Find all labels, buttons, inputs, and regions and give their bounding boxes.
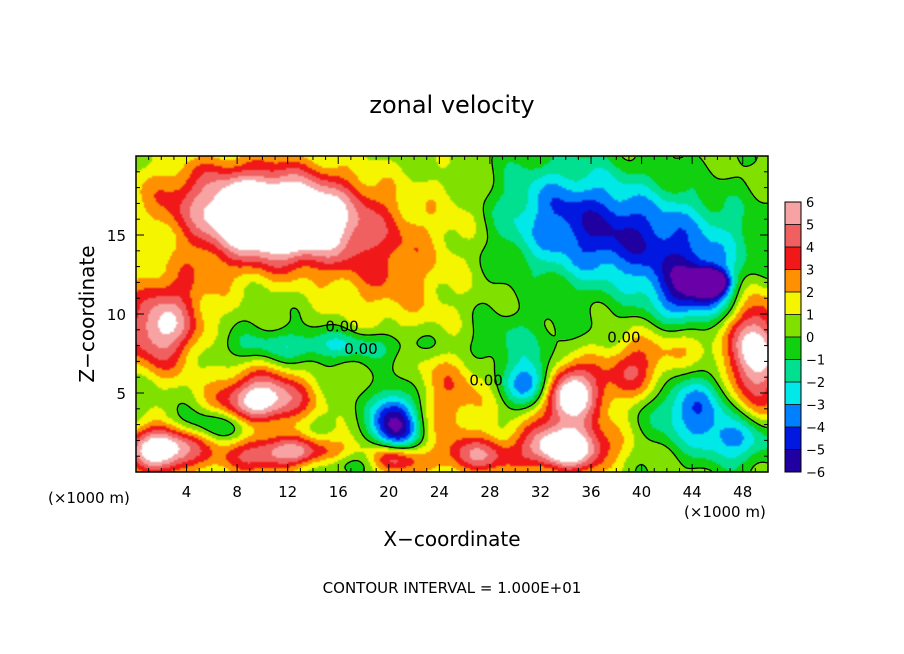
colorbar-label: 1 xyxy=(806,309,814,324)
x-tick-label: 40 xyxy=(632,483,651,501)
colorbar-band xyxy=(785,427,801,450)
x-tick-label: 16 xyxy=(329,483,348,501)
colorbar-label: −3 xyxy=(806,399,825,414)
colorbar-band xyxy=(785,202,801,225)
colorbar-band xyxy=(785,359,801,383)
colorbar-band xyxy=(785,449,801,473)
colorbar-band xyxy=(785,269,801,293)
x-tick-label: 20 xyxy=(379,483,398,501)
x-axis: 4 8 12 16 20 24 28 32 36 40 44 48 xyxy=(148,156,756,501)
y-tick-label: 15 xyxy=(107,227,126,245)
contour-label: 0.00 xyxy=(607,329,640,347)
contour-label: 0.00 xyxy=(325,318,358,336)
colorbar-label: 5 xyxy=(806,219,814,234)
colorbar-label: −6 xyxy=(806,466,825,481)
colorbar-band xyxy=(785,382,801,405)
chart-title: zonal velocity xyxy=(369,91,534,119)
colorbar-label: 0 xyxy=(806,331,814,346)
colorbar-label: −2 xyxy=(806,376,825,391)
colorbar-label: 3 xyxy=(806,264,814,279)
x-tick-label: 8 xyxy=(232,483,242,501)
x-unit-label-left: (×1000 m) xyxy=(48,489,130,507)
colorbar-band xyxy=(785,224,801,248)
contour-labels: 0.00 0.00 0.00 0.00 xyxy=(325,318,640,390)
contour-label: 0.00 xyxy=(344,340,377,358)
x-axis-label: X−coordinate xyxy=(383,527,520,551)
x-tick-label: 48 xyxy=(733,483,752,501)
x-tick-label: 44 xyxy=(683,483,702,501)
colorbar-band xyxy=(785,292,801,315)
x-unit-label-right: (×1000 m) xyxy=(684,503,766,521)
colorbar-label: −5 xyxy=(806,444,825,459)
y-axis: 5 10 15 xyxy=(107,171,768,457)
heatmap-field xyxy=(136,156,768,472)
x-tick-label: 12 xyxy=(278,483,297,501)
colorbar-label: 4 xyxy=(806,241,814,256)
zero-contour-line xyxy=(176,156,768,472)
colorbar-label: −4 xyxy=(806,421,825,436)
y-tick-label: 10 xyxy=(107,306,126,324)
x-tick-label: 28 xyxy=(480,483,499,501)
colorbar-band xyxy=(785,314,801,338)
x-tick-label: 36 xyxy=(581,483,600,501)
x-tick-label: 32 xyxy=(531,483,550,501)
y-axis-label: Z−coordinate xyxy=(75,245,99,382)
colorbar-band xyxy=(785,247,801,270)
contour-interval-note: CONTOUR INTERVAL = 1.000E+01 xyxy=(323,579,582,597)
contour-lines xyxy=(176,156,768,472)
y-tick-label: 5 xyxy=(116,385,126,403)
colorbar-band xyxy=(785,404,801,428)
colorbar-label: −1 xyxy=(806,354,825,369)
colorbar-label: 2 xyxy=(806,286,814,301)
heatmap-area: 0.00 0.00 0.00 0.00 xyxy=(136,156,768,472)
colorbar-label: 6 xyxy=(806,196,814,211)
colorbar-band xyxy=(785,337,801,360)
colorbar: 6 5 4 3 2 1 0 −1 −2 −3 −4 −5 −6 xyxy=(784,196,825,481)
contour-label: 0.00 xyxy=(469,371,502,389)
x-tick-label: 4 xyxy=(182,483,192,501)
x-tick-label: 24 xyxy=(430,483,449,501)
